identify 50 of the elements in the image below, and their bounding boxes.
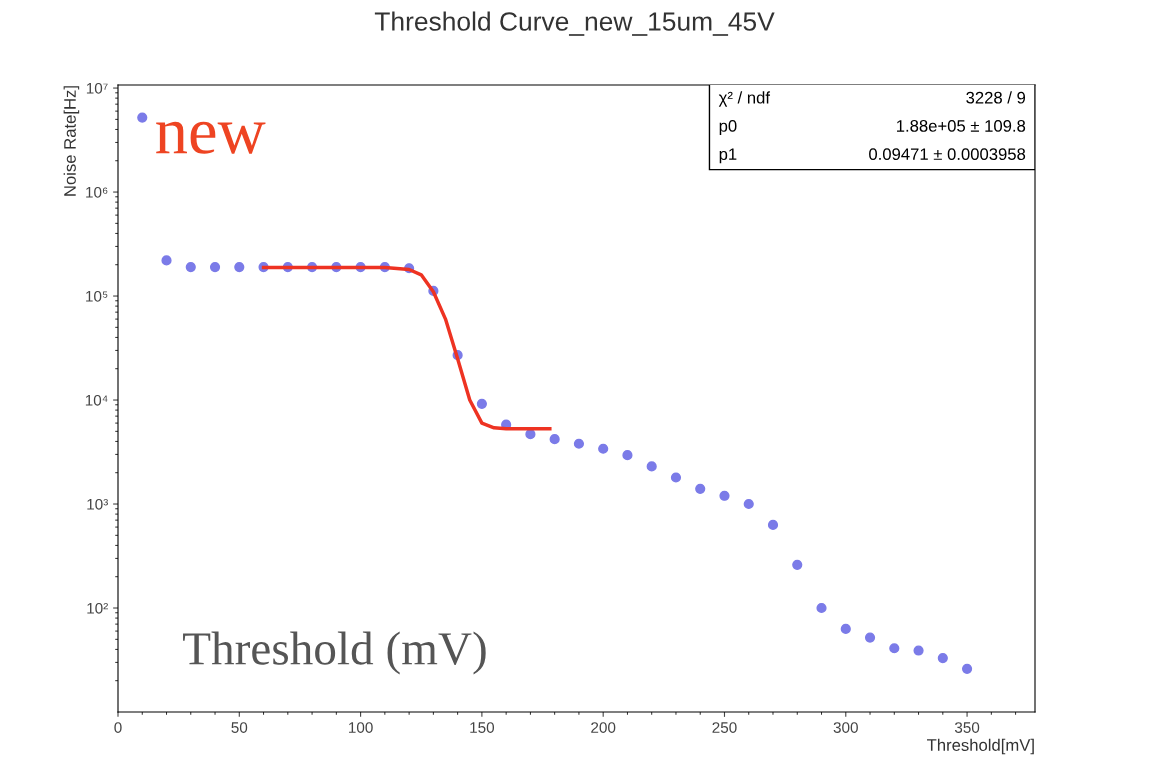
point [816,602,827,614]
x-tick-label: 250 [712,722,737,733]
x-tick-label: 150 [470,722,495,733]
point [670,472,682,483]
point [209,261,221,273]
y-tick-label: 10² [87,602,108,614]
y-axis-title: Noise Rate[Hz] [63,86,80,196]
x-tick-label: 0 [114,722,122,733]
point [767,519,779,530]
point [646,461,657,472]
point [889,643,900,654]
point [961,663,973,674]
point [549,434,560,445]
y-tick-label: 10³ [87,498,108,510]
point [476,398,487,409]
y-tick-label: 10⁵ [86,290,108,302]
y-tick-label: 10⁷ [86,82,108,94]
x-tick-label: 100 [349,722,373,733]
point [719,490,730,501]
point [913,645,924,656]
annotation: χ² / ndf [718,91,771,107]
annotation: p0 [719,119,737,136]
point [937,652,948,664]
point [743,498,754,510]
point [137,112,148,123]
point [840,623,851,634]
point [598,443,609,454]
point [695,483,706,494]
y-tick-label: 10⁶ [86,186,108,198]
point [622,450,633,461]
annotation: new [156,121,266,154]
y-tick-label: 10⁴ [85,394,108,406]
annotation: Threshold (mV) [183,631,486,675]
x-tick-label: 50 [231,722,248,733]
x-tick-label: 300 [833,722,858,733]
point [864,632,876,643]
annotation: 0.09471 ± 0.0003958 [869,148,1026,161]
x-tick-label: 350 [954,722,980,733]
x-axis-title: Threshold[mV] [927,738,1034,755]
annotation: 1.88e+05 ± 109.8 [897,119,1026,132]
point [234,261,245,273]
x-tick-label: 200 [591,722,616,733]
chart-title: Threshold Curve_new_15um_45V [374,11,775,36]
annotation: 3228 / 9 [966,91,1026,104]
annotation: p1 [719,148,737,164]
point [185,261,196,273]
point [792,559,803,570]
point [161,255,172,266]
point [525,429,536,440]
point [573,438,585,449]
